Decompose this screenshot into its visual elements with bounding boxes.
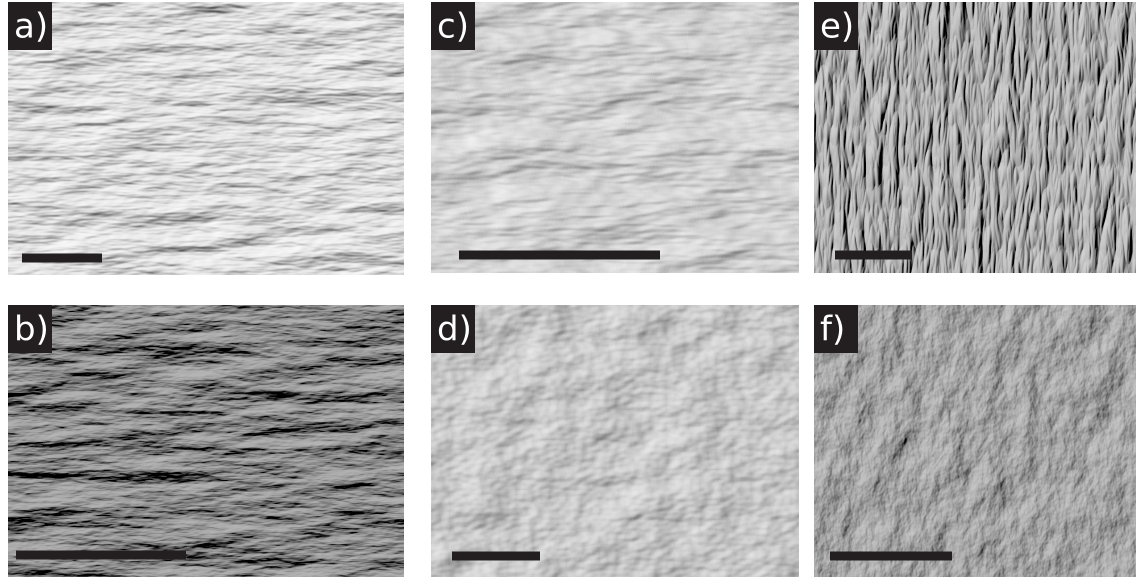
panel-label: f)	[820, 310, 845, 350]
panel-image	[8, 305, 404, 577]
panel-image	[431, 2, 799, 273]
panel-label: d)	[437, 310, 472, 350]
figure: a) c) e) b) d) f)	[0, 0, 1138, 577]
page: a)c)e)b)d)f) (() => { const data = JSON.…	[0, 0, 1138, 577]
panel-image	[431, 305, 799, 577]
panel-label: e)	[820, 7, 854, 47]
panel-image	[8, 2, 404, 275]
panel-image	[814, 305, 1136, 577]
panel-label: b)	[14, 310, 49, 350]
panel-label: a)	[14, 7, 48, 47]
panel-image	[814, 2, 1136, 273]
panel-label: c)	[437, 7, 469, 47]
